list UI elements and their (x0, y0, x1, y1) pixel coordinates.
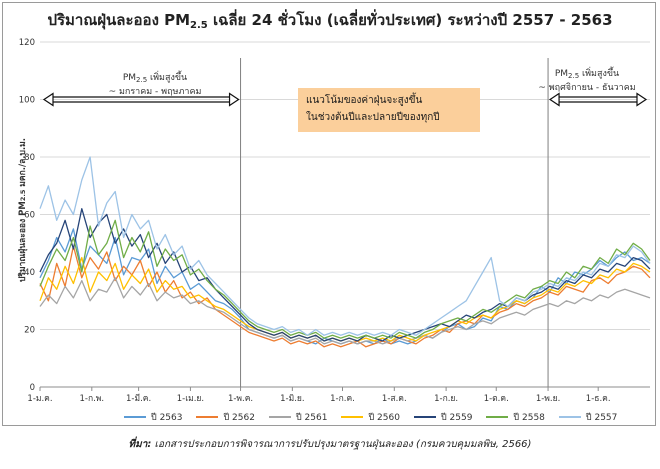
right-season-arrow (548, 92, 648, 107)
arrow-head-right (228, 92, 240, 107)
x-tick-label: 1-มี.ค. (126, 393, 151, 404)
legend-label: ปี 2559 (440, 413, 473, 423)
season-arrows (42, 92, 648, 107)
y-tick-labels: 0 20 40 60 80 100 120 (19, 38, 35, 393)
series-line (39, 256, 651, 342)
x-tick-labels: 1-ม.ค. 1-ก.พ. 1-มี.ค. 1-เม.ย. 1-พ.ค. 1-มิ.ย. 1… (27, 387, 611, 404)
trend-note-line1: แนวโน้มของค่าฝุ่นจะสูงขึ้น (306, 95, 423, 106)
legend-label: ปี 2562 (223, 413, 255, 423)
legend-swatch (341, 416, 364, 418)
y-tick-label: 20 (24, 326, 35, 336)
left-season-label: PM2.5 เพิ่มสูงขึ้น ~ มกราคม - พฤษภาคม (100, 70, 210, 98)
season-markers (240, 58, 549, 387)
series-lines (39, 156, 651, 348)
x-tick-label: 1-พ.ค. (228, 394, 253, 404)
series-line (39, 156, 651, 336)
x-tick-label: 1-ธ.ค. (586, 394, 611, 404)
legend-item: ปี 2563 (124, 410, 182, 424)
legend-label: ปี 2561 (295, 413, 328, 423)
legend-item: ปี 2558 (486, 410, 545, 424)
legend-label: ปี 2558 (513, 413, 545, 423)
y-tick-label: 120 (19, 38, 35, 48)
arrow-head-left (42, 92, 54, 107)
legend-label: ปี 2563 (151, 413, 183, 423)
source-note: ที่มา: เอกสารประกอบการพิจารณาการปรับปรุง… (128, 439, 532, 450)
x-tick-label: 1-มิ.ย. (280, 394, 304, 404)
y-tick-label: 0 (30, 383, 35, 393)
series-line (39, 277, 651, 345)
trend-note-line2: ในช่วงต้นปีและปลายปีของทุกปี (306, 112, 440, 123)
x-tick-label: 1-ต.ค. (484, 394, 509, 404)
x-tick-label: 1-ส.ค. (382, 394, 407, 404)
legend-label: ปี 2560 (368, 413, 400, 423)
legend-swatch (558, 416, 581, 418)
arrow-head-left (548, 92, 560, 107)
left-season-arrow (42, 92, 240, 107)
chart-frame (2, 2, 656, 426)
legend-swatch (413, 416, 436, 418)
legend-label: ปี 2557 (585, 413, 618, 423)
legend-swatch (196, 416, 219, 418)
legend-swatch (124, 416, 146, 418)
legend: ปี 2563 ปี 2562 ปี 2561 ปี 2560 ปี 2559 ปี 25… (124, 410, 631, 424)
y-tick-label: 40 (24, 268, 35, 278)
legend-item: ปี 2562 (196, 410, 255, 424)
x-tick-label: 1-พ.ย. (536, 394, 560, 404)
legend-item: ปี 2561 (268, 410, 328, 424)
right-season-range: ~ พฤศจิกายน - ธันวาคม (538, 83, 636, 93)
x-tick-label: 1-เม.ย. (177, 394, 204, 404)
x-tick-label: 1-ม.ค. (27, 394, 52, 404)
series-line (39, 219, 651, 339)
y-tick-label: 100 (19, 96, 35, 106)
legend-item: ปี 2560 (341, 410, 400, 424)
y-tick-label: 60 (24, 211, 35, 221)
series-line (39, 208, 651, 342)
x-tick-label: 1-ก.พ. (79, 394, 104, 404)
left-season-range: ~ มกราคม - พฤษภาคม (108, 87, 202, 97)
legend-swatch (486, 416, 509, 418)
legend-item: ปี 2557 (558, 410, 618, 424)
trend-note-box: แนวโน้มของค่าฝุ่นจะสูงขึ้น ในช่วงต้นปีแล… (298, 88, 480, 132)
x-tick-label: 1-ก.ย. (434, 394, 458, 404)
x-tick-label: 1-ก.ค. (330, 394, 355, 404)
right-season-label: PM2.5 เพิ่มสูงขึ้น ~ พฤศจิกายน - ธันวาคม (532, 66, 642, 94)
y-axis-label: ปริมาณฝุ่นละออง PM2.5 มคก./ล.บ.ม. (18, 138, 28, 282)
legend-swatch (268, 416, 291, 418)
y-tick-label: 80 (24, 153, 35, 163)
arrow-head-right (636, 92, 648, 107)
legend-item: ปี 2559 (413, 410, 473, 424)
series-line (39, 245, 651, 348)
chart-title: ปริมาณฝุ่นละออง PM2.5 เฉลี่ย 24 ชั่วโมง … (47, 11, 613, 31)
